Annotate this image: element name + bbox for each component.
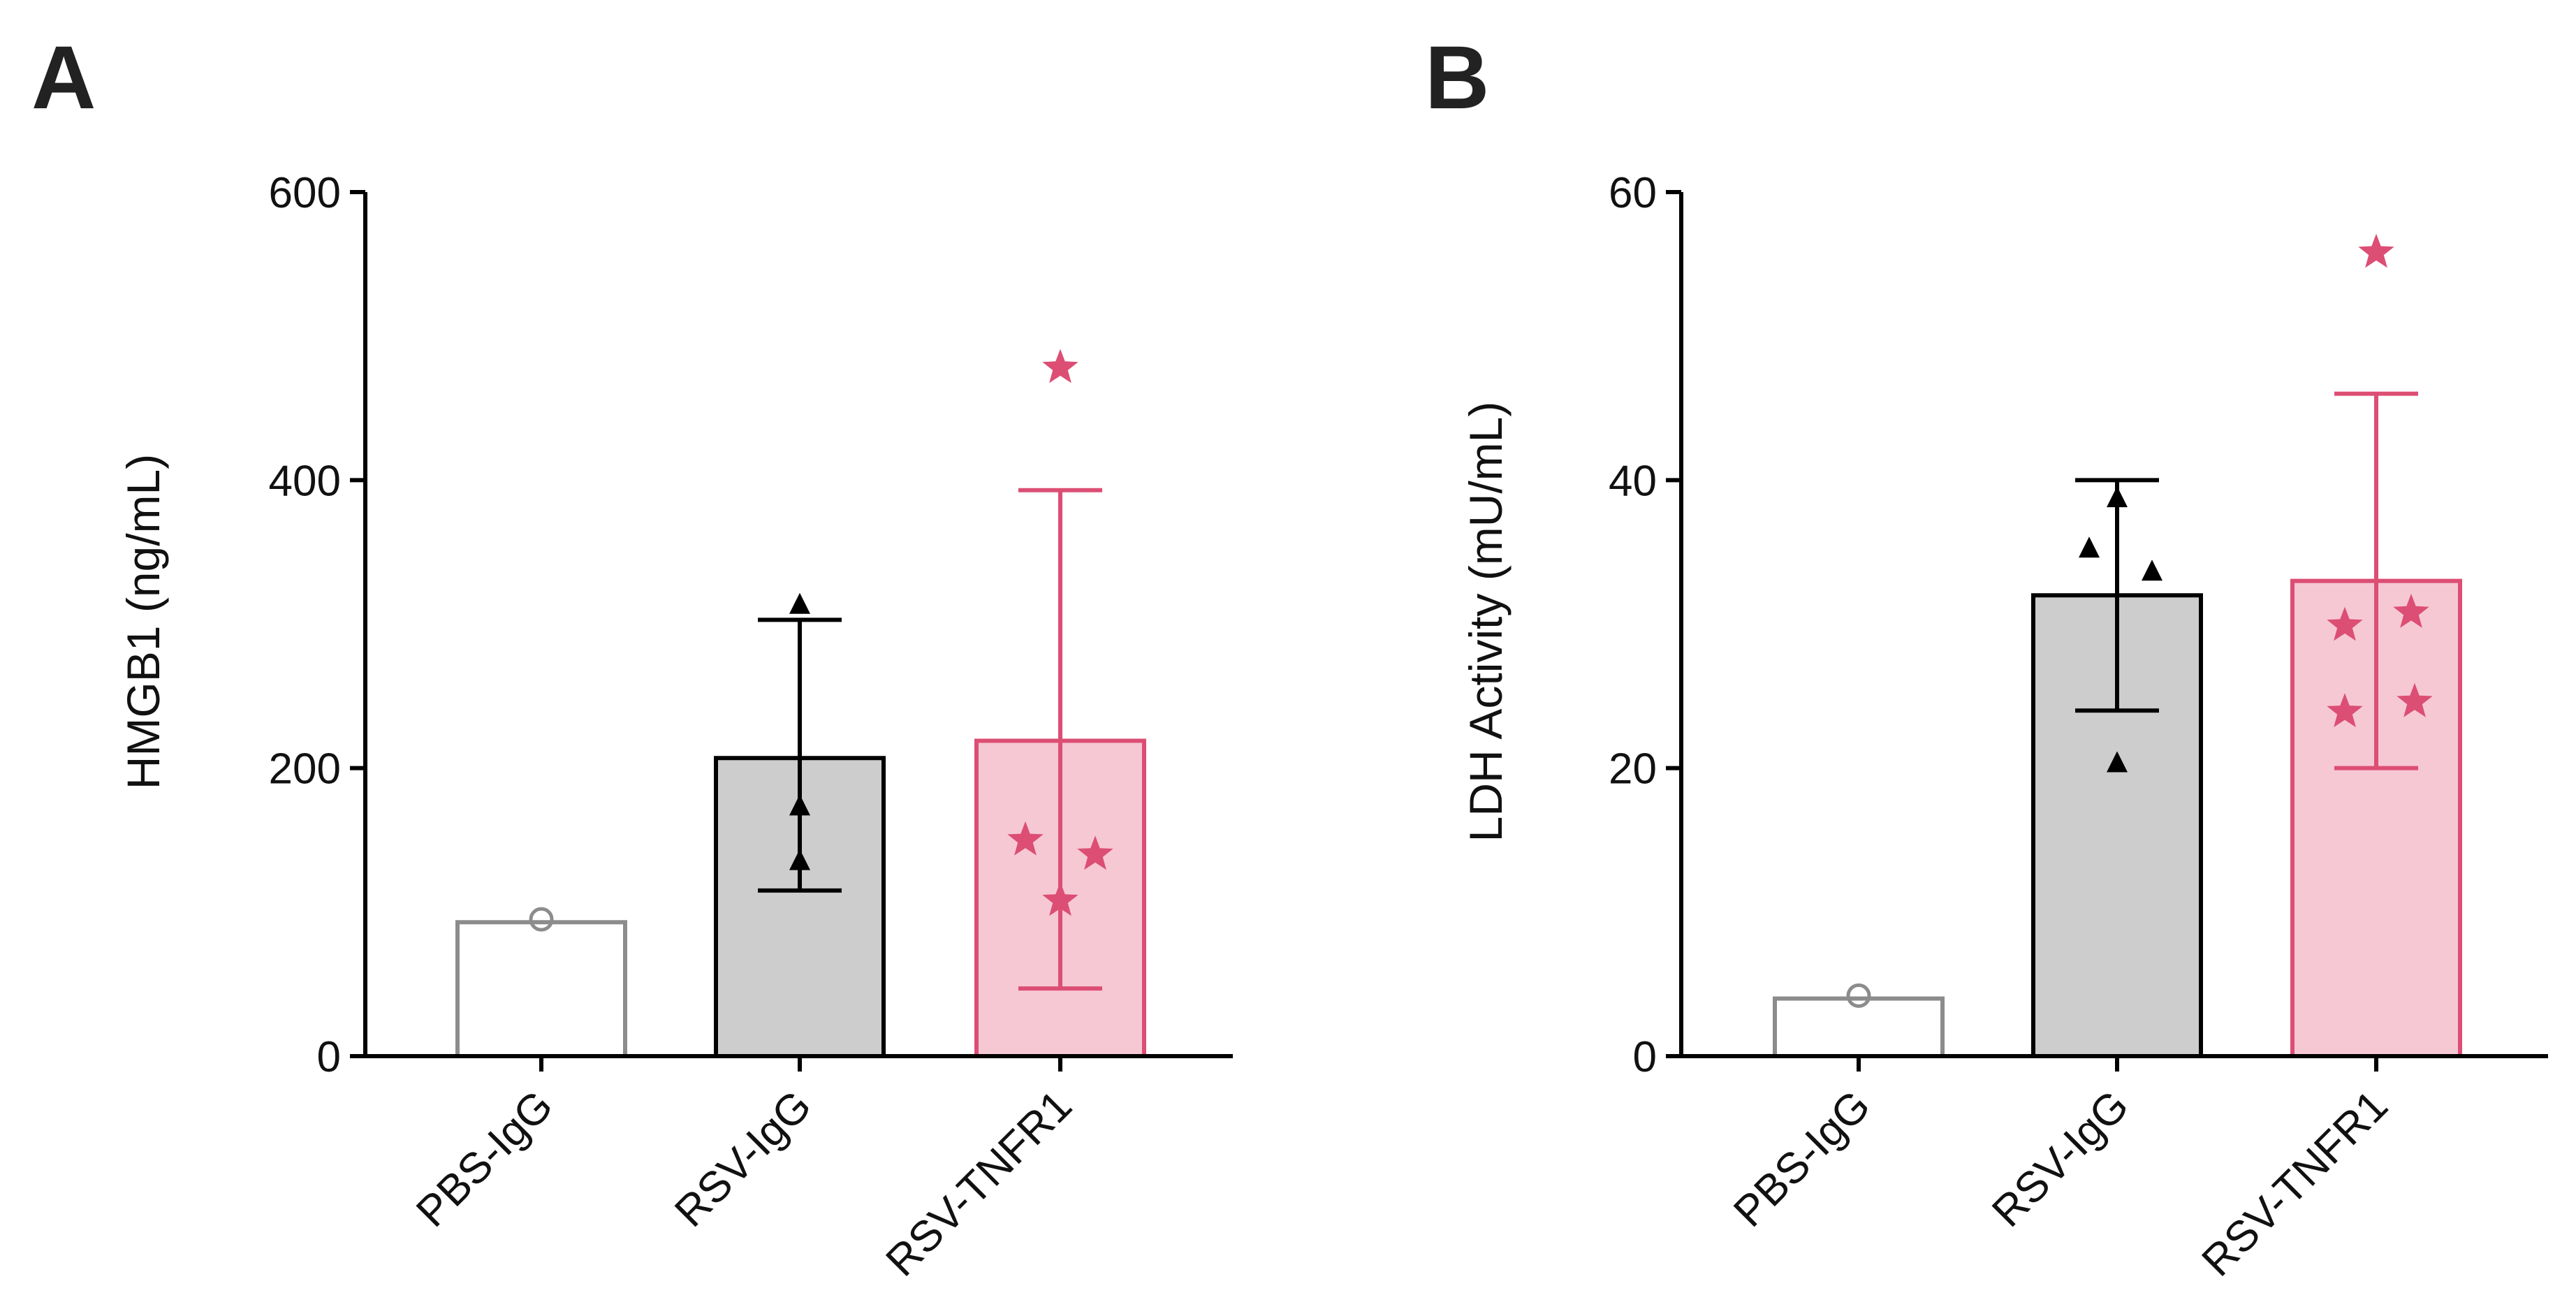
panel-letter-b: B — [1425, 28, 1489, 128]
data-point-1-0 — [789, 592, 810, 614]
y-tick-label-3: 60 — [1609, 169, 1657, 217]
plot-area-a: 0 200 400 600 PBS-IgG RSV-IgG RSV-TNFR1 — [269, 169, 1233, 1285]
data-point-1-1 — [789, 794, 810, 816]
y-tick-label-0: 0 — [1633, 1033, 1657, 1081]
data-point-2-3 — [1042, 882, 1078, 916]
plot-area-b: 0 20 40 60 PBS-IgG RSV-IgG RSV-TNFR1 — [1609, 169, 2548, 1285]
y-tick-label-2: 40 — [1609, 457, 1657, 505]
y-axis-label-a: HMGB1 (ng/mL) — [117, 454, 169, 789]
data-point-1-2 — [2142, 560, 2162, 581]
y-tick-label-1: 200 — [269, 745, 341, 794]
x-tick-label-0: PBS-IgG — [1725, 1081, 1880, 1236]
x-tick-label-0: PBS-IgG — [407, 1081, 562, 1236]
data-point-2-2 — [1077, 835, 1113, 870]
data-point-0-0 — [1846, 983, 1871, 1008]
data-point-2-3 — [2396, 682, 2433, 717]
y-tick-label-2: 400 — [269, 457, 341, 505]
x-tick-label-1: RSV-IgG — [1983, 1081, 2138, 1236]
data-point-2-0 — [1042, 349, 1078, 383]
data-point-2-4 — [2327, 693, 2363, 728]
data-point-2-1 — [1007, 821, 1044, 856]
x-tick-label-2: RSV-TNFR1 — [2193, 1081, 2397, 1285]
panel-letter-a: A — [31, 28, 96, 128]
data-point-1-0 — [2107, 486, 2128, 508]
panel-b: B LDH Activity (mU/mL) 0 20 40 60 PBS-IgG RSV… — [1425, 28, 2548, 1285]
data-point-0-0 — [529, 907, 554, 932]
x-tick-label-2: RSV-TNFR1 — [877, 1081, 1081, 1285]
data-point-2-2 — [2327, 606, 2363, 641]
data-point-1-1 — [2079, 536, 2100, 558]
y-tick-label-1: 20 — [1609, 745, 1657, 794]
y-axis-label-b: LDH Activity (mU/mL) — [1460, 402, 1512, 842]
panel-a: A HMGB1 (ng/mL) 0 200 400 600 PBS-IgG RSV-IgG… — [31, 28, 1233, 1285]
y-tick-label-3: 600 — [269, 169, 341, 217]
y-tick-label-0: 0 — [317, 1033, 341, 1081]
data-point-1-3 — [2107, 751, 2128, 773]
data-point-1-2 — [789, 849, 810, 870]
x-tick-label-1: RSV-IgG — [666, 1081, 821, 1236]
data-point-2-1 — [2393, 594, 2429, 628]
data-point-2-0 — [2358, 233, 2394, 268]
bar-0 — [455, 920, 627, 1059]
